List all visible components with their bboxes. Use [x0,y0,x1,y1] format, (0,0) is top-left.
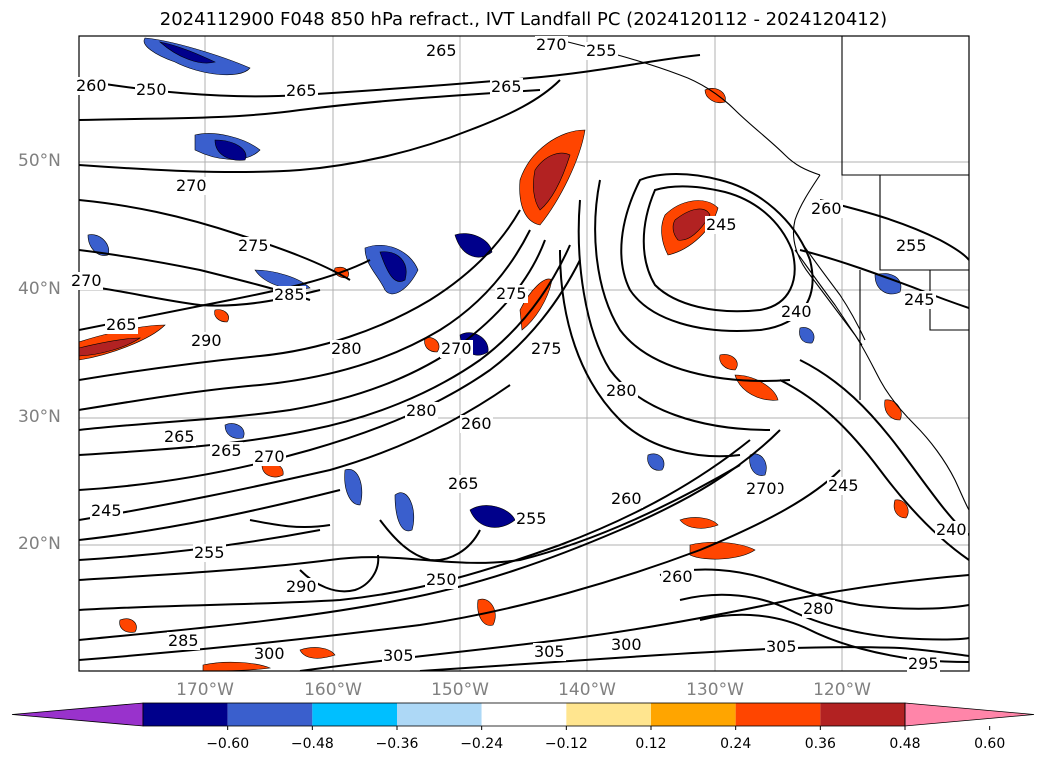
contour-label: 245 [90,501,123,520]
colorbar-tick-label: 0.24 [720,736,752,752]
contour-label: 265 [285,81,318,100]
colorbar-bin [227,703,313,726]
lat-label-20n: 20°N [18,534,61,554]
colorbar-bin [397,703,482,726]
contour-label: 275 [530,339,563,358]
contour-label: 255 [895,236,928,255]
contour-label: 300 [253,644,286,663]
lat-label-50n: 50°N [18,151,61,171]
lon-label-130w: 130°W [686,680,744,700]
contour-label: 260 [75,76,108,95]
contour-label: 260 [810,199,843,218]
contour-label: 270 [745,479,778,498]
contour-label: 245 [827,476,860,495]
lat-label-30n: 30°N [18,407,61,427]
contour-label: 250 [135,80,168,99]
colorbar-tick-label: −0.24 [460,736,504,752]
colorbar-bin [820,703,905,726]
map-frame [78,35,970,672]
contour-label: 305 [533,642,566,661]
negative-anomaly-patches [87,37,902,532]
contour-label: 290 [190,331,223,350]
contour-label: 260 [610,489,643,508]
colorbar-extend-high [904,702,1035,727]
contour-label: 265 [425,41,458,60]
contour-label: 270 [175,176,208,195]
coastline [559,36,969,511]
lat-label-40n: 40°N [18,279,61,299]
contour-label: 260 [661,567,694,586]
contour-label: 240 [935,520,968,539]
contour-label: 265 [490,77,523,96]
contour-label: 260 [460,414,493,433]
colorbar-tick-label: 0.12 [635,736,667,752]
contour-label: 280 [605,381,638,400]
colorbar-tick-label: −0.12 [544,736,588,752]
colorbar-tick-label: −0.60 [206,736,250,752]
contour-label: 270 [253,447,286,466]
contour-label: 255 [585,41,618,60]
contour-label: 245 [705,215,738,234]
colorbar-tick-label: 0.48 [889,736,921,752]
lon-label-150w: 150°W [431,680,489,700]
contour-label: 295 [907,654,940,673]
contour-label: 265 [105,315,138,334]
contour-label: 305 [382,646,415,665]
contour-label: 245 [903,290,936,309]
colorbar-tick-label: −0.48 [290,736,334,752]
lon-label-160w: 160°W [304,680,362,700]
contour-label: 265 [447,474,480,493]
contour-label: 280 [405,401,438,420]
contour-label: 300 [610,635,643,654]
lon-label-140w: 140°W [558,680,616,700]
colorbar-extend-low [11,702,144,727]
contour-label: 285 [273,285,306,304]
colorbar-bin [566,703,651,726]
colorbar-bin [481,703,567,726]
lon-label-120w: 120°W [813,680,871,700]
colorbar-bin [651,703,736,726]
contour-label: 255 [193,543,226,562]
colorbar-tick-label: 0.60 [974,736,1006,752]
contour-label: 240 [780,302,813,321]
contour-label: 280 [330,339,363,358]
contour-label: 290 [285,577,318,596]
colorbar-tick-label: 0.36 [804,736,836,752]
contour-label: 265 [163,427,196,446]
contour-label: 255 [515,509,548,528]
contour-label: 280 [802,599,835,618]
contour-label: 270 [535,35,568,54]
contour-label: 270 [70,271,103,290]
colorbar-frame [142,702,906,727]
map-title: 2024112900 F048 850 hPa refract., IVT La… [159,9,888,30]
colorbar-tick-label: −0.36 [375,736,419,752]
contour-label: 265 [210,441,243,460]
contour-label: 270 [440,339,473,358]
colorbar-bin [143,703,228,726]
contour-label: 305 [765,637,798,656]
colorbar-bin [735,703,821,726]
colorbar-bin [312,703,397,726]
contour-label: 285 [167,631,200,650]
contour-label: 275 [237,236,270,255]
lon-label-170w: 170°W [176,680,234,700]
contour-label: 250 [425,570,458,589]
contour-label: 275 [495,284,528,303]
